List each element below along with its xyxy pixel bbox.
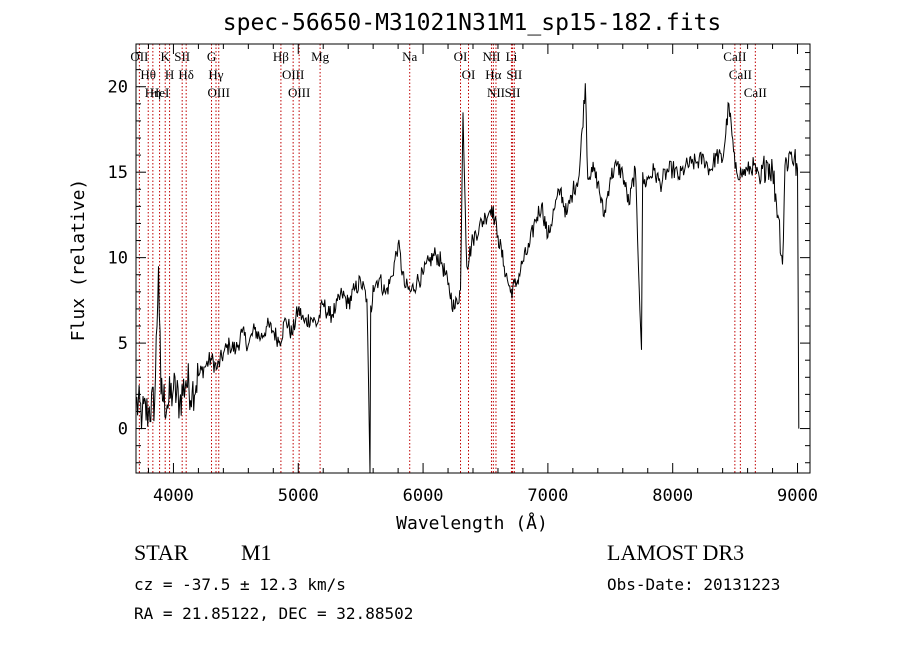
spectral-line-label: OIII (208, 85, 230, 100)
observation-date: Obs-Date: 20131223 (607, 575, 781, 594)
spectral-line-label: Hβ (273, 49, 289, 64)
x-tick-label: 6000 (403, 486, 444, 506)
x-tick-label: 9000 (777, 486, 818, 506)
y-tick-label: 10 (108, 249, 128, 269)
x-tick-label: 4000 (153, 486, 194, 506)
x-tick-label: 8000 (652, 486, 693, 506)
spectral-line-label: OIII (288, 85, 310, 100)
y-tick-label: 5 (118, 334, 128, 354)
y-axis-label: Flux (relative) (68, 179, 89, 342)
x-tick-label: 5000 (278, 486, 319, 506)
x-axis-label: Wavelength (Å) (396, 512, 548, 534)
survey-name: LAMOST DR3 (607, 540, 745, 565)
coordinates: RA = 21.85122, DEC = 32.88502 (134, 604, 414, 623)
y-tick-label: 0 (118, 420, 128, 440)
y-axis-ticks: 0 5 10 15 20 (108, 52, 810, 464)
spectrum-series-line (135, 83, 800, 474)
spectral-line-label: OIII (282, 67, 304, 82)
spectral-line-label: OI (462, 67, 476, 82)
spectral-line-label: G (207, 49, 216, 64)
y-tick-label: 20 (108, 78, 128, 98)
spectral-line-label: K (161, 49, 171, 64)
x-tick-label: 7000 (527, 486, 568, 506)
spectral-line-label: Na (402, 49, 417, 64)
spectral-line-markers (138, 44, 756, 473)
spectral-line-label: Hδ (178, 67, 194, 82)
spectral-line-label: Hθ (140, 67, 156, 82)
spectral-line-label: SII (505, 85, 521, 100)
spectral-line-label: Hα (485, 67, 501, 82)
y-tick-label: 15 (108, 163, 128, 183)
spectral-line-label: NII (482, 49, 500, 64)
spectral-line-label: SII (174, 49, 190, 64)
redshift-cz: cz = -37.5 ± 12.3 km/s (134, 575, 346, 594)
spectral-line-label: SII (506, 67, 522, 82)
spectral-line-label: HeI (150, 85, 170, 100)
spectral-line-label: CaII (723, 49, 746, 64)
spectral-line-label: CaII (729, 67, 752, 82)
object-subclass: M1 (241, 540, 272, 565)
spectral-line-label: Hγ (208, 67, 223, 82)
chart-title: spec-56650-M31021N31M1_sp15-182.fits (222, 10, 722, 36)
object-class: STAR (134, 540, 189, 565)
spectral-line-label: CaII (744, 85, 767, 100)
spectral-line-label: Li (506, 49, 518, 64)
spectral-line-label: H (165, 67, 174, 82)
x-axis-ticks: 4000 5000 6000 7000 8000 9000 (147, 44, 818, 506)
spectral-line-label: NII (487, 85, 505, 100)
spectral-line-label: OII (130, 49, 148, 64)
spectral-line-label: Hη (145, 85, 161, 100)
spectral-line-label: OI (454, 49, 468, 64)
spectral-line-label: Mg (311, 49, 330, 64)
